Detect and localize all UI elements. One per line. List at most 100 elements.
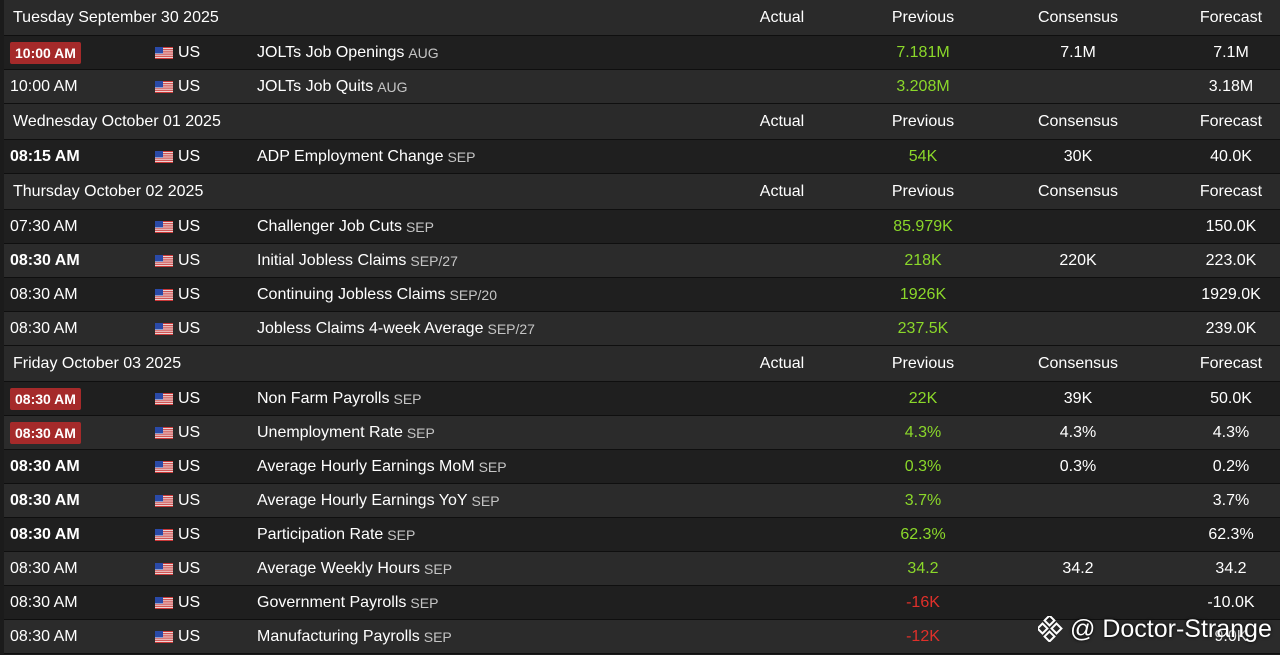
event-time: 08:30 AM: [10, 251, 80, 269]
actual-value: [717, 36, 847, 69]
forecast-value: 40.0K: [1210, 147, 1252, 165]
us-flag-icon: [155, 322, 173, 335]
column-forecast: Forecast: [1199, 354, 1263, 372]
us-flag-icon: [155, 630, 173, 643]
event-row[interactable]: 08:30 AM US Manufacturing Payrolls SEP -12K 9…: [4, 620, 1280, 654]
us-flag-icon: [155, 528, 173, 541]
column-forecast: Forecast: [1199, 182, 1263, 200]
event-name[interactable]: Initial Jobless Claims: [257, 251, 407, 269]
day-header: Thursday October 02 2025 Actual Previous Co…: [4, 174, 1280, 210]
event-time: 08:30 AM: [10, 627, 78, 645]
event-cell[interactable]: ADP Employment Change SEP: [257, 140, 475, 173]
event-row[interactable]: 08:30 AM US Government Payrolls SEP -16K -10.…: [4, 586, 1280, 620]
previous-value: 4.3%: [904, 423, 942, 441]
time-cell: 08:30 AM: [10, 620, 78, 653]
consensus-value: [1013, 70, 1143, 103]
event-row[interactable]: 08:30 AM US Participation Rate SEP 62.3% 62.3…: [4, 518, 1280, 552]
event-cell[interactable]: Initial Jobless Claims SEP/27: [257, 244, 458, 277]
event-name[interactable]: JOLTs Job Quits: [257, 77, 374, 95]
event-cell[interactable]: Average Hourly Earnings YoY SEP: [257, 484, 500, 517]
time-badge: 08:30 AM: [10, 421, 81, 444]
event-name[interactable]: Unemployment Rate: [257, 423, 403, 441]
forecast-value: 50.0K: [1210, 389, 1252, 407]
country-cell: US: [155, 210, 200, 243]
country-cell: US: [155, 586, 200, 619]
event-row[interactable]: 08:30 AM US Jobless Claims 4-week Average S…: [4, 312, 1280, 346]
event-row[interactable]: 08:30 AM US Unemployment Rate SEP 4.3% 4.3% 4.…: [4, 416, 1280, 450]
event-name[interactable]: Jobless Claims 4-week Average: [257, 319, 484, 337]
event-cell[interactable]: Jobless Claims 4-week Average SEP/27: [257, 312, 535, 345]
event-name[interactable]: Manufacturing Payrolls: [257, 627, 420, 645]
forecast-value: -10.0K: [1207, 593, 1255, 611]
event-name[interactable]: ADP Employment Change: [257, 147, 444, 165]
time-badge: 08:30 AM: [10, 387, 81, 410]
event-row[interactable]: 10:00 AM US JOLTs Job Openings AUG 7.181M 7.1…: [4, 36, 1280, 70]
event-row[interactable]: 08:30 AM US Initial Jobless Claims SEP/27 21…: [4, 244, 1280, 278]
event-name[interactable]: Government Payrolls: [257, 593, 407, 611]
us-flag-icon: [155, 220, 173, 233]
event-name[interactable]: Average Hourly Earnings YoY: [257, 491, 468, 509]
event-cell[interactable]: Government Payrolls SEP: [257, 586, 438, 619]
event-cell[interactable]: Unemployment Rate SEP: [257, 416, 435, 449]
forecast-value: 223.0K: [1205, 251, 1257, 269]
event-name[interactable]: Non Farm Payrolls: [257, 389, 390, 407]
event-name[interactable]: Average Hourly Earnings MoM: [257, 457, 475, 475]
event-row[interactable]: 08:30 AM US Average Weekly Hours SEP 34.2 34.…: [4, 552, 1280, 586]
event-name[interactable]: Challenger Job Cuts: [257, 217, 402, 235]
column-actual: Actual: [759, 8, 805, 26]
event-row[interactable]: 07:30 AM US Challenger Job Cuts SEP 85.979K 1…: [4, 210, 1280, 244]
consensus-value: 7.1M: [1060, 43, 1096, 61]
event-time: 10:00 AM: [10, 77, 78, 95]
previous-value: 3.208M: [896, 77, 950, 95]
forecast-value: 150.0K: [1205, 217, 1257, 235]
event-time: 08:15 AM: [10, 147, 80, 165]
event-name[interactable]: Continuing Jobless Claims: [257, 285, 446, 303]
event-name[interactable]: JOLTs Job Openings: [257, 43, 405, 61]
event-cell[interactable]: Average Weekly Hours SEP: [257, 552, 452, 585]
event-row[interactable]: 08:30 AM US Average Hourly Earnings YoY SEP…: [4, 484, 1280, 518]
event-cell[interactable]: Average Hourly Earnings MoM SEP: [257, 450, 507, 483]
time-badge: 10:00 AM: [10, 41, 81, 64]
time-cell: 08:30 AM: [10, 518, 80, 551]
previous-value: -16K: [906, 593, 940, 611]
us-flag-icon: [155, 596, 173, 609]
actual-value: [717, 140, 847, 173]
country-code: US: [178, 526, 201, 543]
actual-value: [717, 278, 847, 311]
forecast-value: 1929.0K: [1201, 285, 1261, 303]
previous-value: 7.181M: [896, 43, 950, 61]
actual-value: [717, 620, 847, 653]
event-time: 07:30 AM: [10, 217, 78, 235]
previous-value: 1926K: [899, 285, 947, 303]
us-flag-icon: [155, 288, 173, 301]
event-cell[interactable]: Non Farm Payrolls SEP: [257, 382, 422, 415]
event-cell[interactable]: JOLTs Job Openings AUG: [257, 36, 439, 69]
event-name[interactable]: Participation Rate: [257, 525, 384, 543]
consensus-value: 39K: [1063, 389, 1093, 407]
event-row[interactable]: 08:30 AM US Average Hourly Earnings MoM SEP…: [4, 450, 1280, 484]
event-cell[interactable]: Challenger Job Cuts SEP: [257, 210, 434, 243]
us-flag-icon: [155, 46, 173, 59]
event-period: SEP: [423, 628, 452, 645]
event-period: SEP: [393, 390, 422, 407]
event-cell[interactable]: Continuing Jobless Claims SEP/20: [257, 278, 497, 311]
forecast-value: 9.0K: [1214, 627, 1248, 645]
consensus-value: [1013, 518, 1143, 551]
event-row[interactable]: 08:30 AM US Continuing Jobless Claims SEP/2…: [4, 278, 1280, 312]
event-row[interactable]: 08:15 AM US ADP Employment Change SEP 54K 30K…: [4, 140, 1280, 174]
event-name[interactable]: Average Weekly Hours: [257, 559, 421, 577]
event-row[interactable]: 08:30 AM US Non Farm Payrolls SEP 22K 39K 50.0…: [4, 382, 1280, 416]
country-code: US: [178, 492, 201, 509]
us-flag-icon: [155, 150, 173, 163]
event-cell[interactable]: Participation Rate SEP: [257, 518, 415, 551]
day-header: Wednesday October 01 2025 Actual Previous C…: [4, 104, 1280, 140]
event-period: SEP: [406, 424, 435, 441]
event-row[interactable]: 10:00 AM US JOLTs Job Quits AUG 3.208M 3.18M: [4, 70, 1280, 104]
actual-value: [717, 518, 847, 551]
country-cell: US: [155, 382, 200, 415]
forecast-value: 239.0K: [1205, 319, 1257, 337]
event-period: SEP: [410, 594, 439, 611]
event-cell[interactable]: JOLTs Job Quits AUG: [257, 70, 408, 103]
country-code: US: [178, 218, 201, 235]
event-cell[interactable]: Manufacturing Payrolls SEP: [257, 620, 452, 653]
